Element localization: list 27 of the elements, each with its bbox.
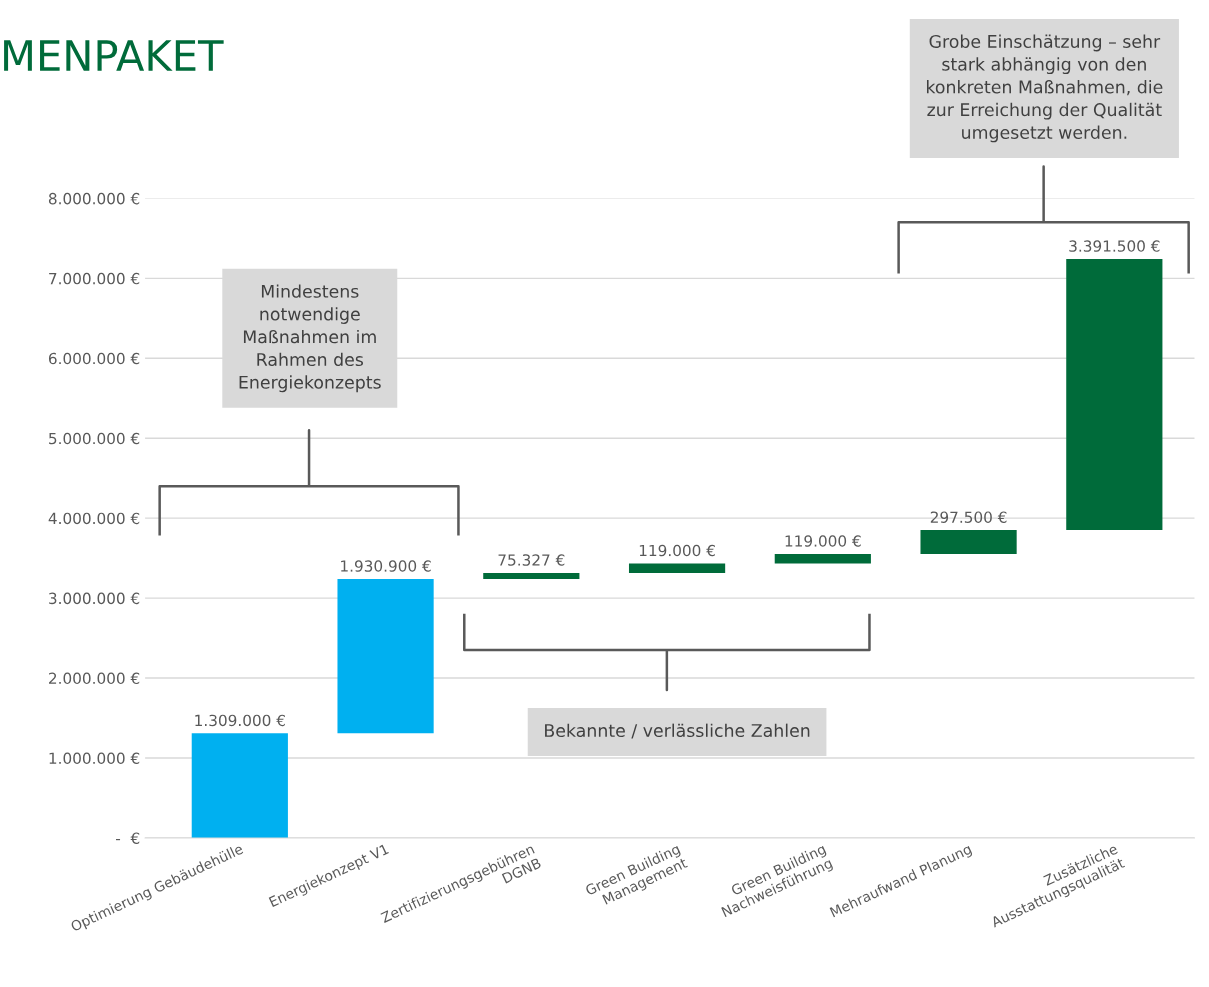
data-label: 1.309.000 € — [195, 714, 285, 727]
bar — [920, 530, 1017, 554]
data-label: 1.930.900 € — [341, 560, 431, 572]
bar — [628, 563, 726, 573]
data-label: 119.000 € — [785, 535, 861, 547]
data-label: 297.500 € — [930, 511, 1007, 523]
y-tick-label: 5.000.000 € — [49, 432, 140, 445]
annotation: Mindestens notwendige Maßnahmen im Rahmen des Energiekonzepts — [239, 284, 381, 393]
data-label: 3.391.500 € — [1069, 240, 1160, 252]
bar — [191, 733, 288, 838]
y-tick-label: 7.000.000 € — [49, 272, 140, 285]
y-tick-label: 1.000.000 € — [49, 752, 140, 765]
annotation: Bekannte / verlässliche Zahlen — [545, 723, 810, 739]
y-tick-label: 3.000.000 € — [49, 592, 140, 605]
y-tick-label: 2.000.000 € — [49, 672, 140, 685]
bar — [1066, 258, 1163, 531]
y-tick-label: 6.000.000 € — [48, 352, 140, 365]
chart-title: MENPAKET — [4, 40, 224, 71]
text: Grobe Einschätzung – sehr stark abhängig von den konkreten Maßnahmen, die zur Erreichung der Qualität umgesetzt werden. — [927, 34, 1163, 143]
y-tick-label: - € — [116, 832, 140, 844]
y-tick-label: 8.000.000 € — [48, 192, 140, 205]
bar — [774, 553, 871, 564]
data-label: 119.000 € — [639, 544, 715, 557]
data-label: 75.327 € — [498, 554, 565, 566]
y-tick-label: 4.000.000 € — [48, 512, 140, 525]
bar — [337, 578, 434, 734]
bar — [483, 572, 580, 579]
